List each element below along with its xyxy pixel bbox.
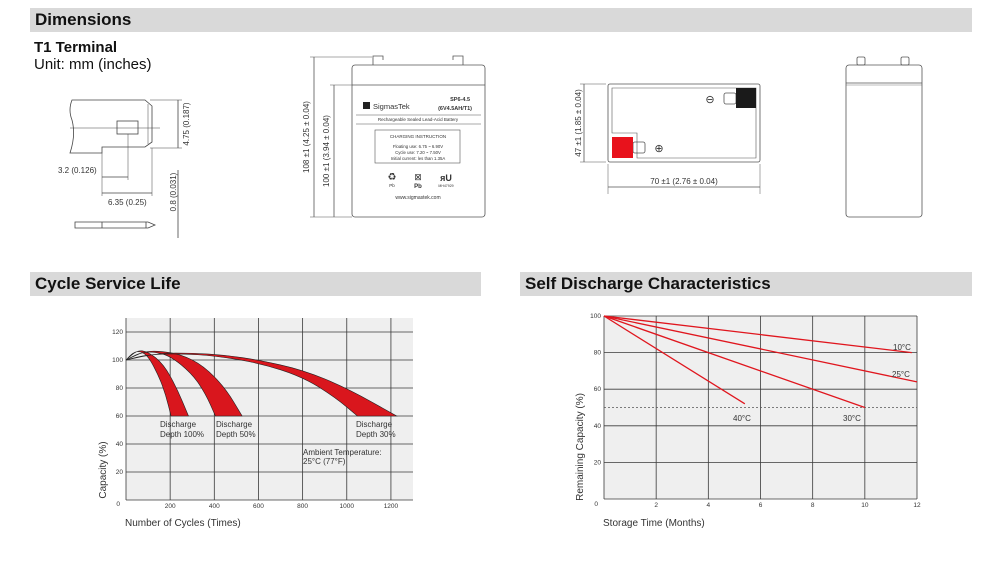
y-tick-label: 100 <box>590 313 601 320</box>
x-axis-title: Storage Time (Months) <box>603 518 705 529</box>
discharge-depth-band <box>125 352 398 417</box>
positive-symbol-icon: ⊕ <box>654 143 663 155</box>
recycle-icon: ♻ <box>388 172 397 183</box>
x-tick-label: 4 <box>707 502 711 509</box>
battery-description: Rechargeable Sealed Lead-Acid Battery <box>378 117 459 122</box>
x-tick-label: 12 <box>913 502 921 509</box>
charging-title: CHARGING INSTRUCTION <box>390 134 446 139</box>
brand-logo-icon <box>363 102 370 109</box>
dim-terminal-height: 4.75 (0.187) <box>182 102 191 145</box>
series-label: Depth 100% <box>160 430 204 439</box>
series-label: 40°C <box>733 414 751 423</box>
series-label: Discharge <box>160 420 197 429</box>
y-tick-label: 120 <box>112 329 123 336</box>
x-tick-label: 10 <box>861 502 869 509</box>
series-line <box>603 315 866 409</box>
website: www.sigmastek.com <box>395 195 440 201</box>
dim-terminal-width: 6.35 (0.25) <box>108 198 147 207</box>
x-tick-label: 800 <box>297 503 308 510</box>
series-label: Depth 50% <box>216 430 256 439</box>
battery-front-view <box>310 55 486 218</box>
self-discharge-chart: 2 4 6 8 10 12 20 40 60 80 100 <box>590 313 921 509</box>
series-label: Depth 30% <box>356 430 396 439</box>
crossed-bin-icon: ⊠ <box>414 172 422 182</box>
charging-line: Cycle use: 7.20 ~ 7.50V <box>395 150 441 155</box>
x-tick-label: 600 <box>253 503 264 510</box>
x-tick-label: 1200 <box>384 503 399 510</box>
section-header-cycle-life: Cycle Service Life <box>30 272 481 296</box>
terminal-diagram <box>69 99 182 238</box>
series-line <box>603 315 746 405</box>
y-tick-label: 60 <box>594 386 602 393</box>
ul-code: MH47929 <box>438 184 453 188</box>
series-label: 10°C <box>893 343 911 352</box>
y-tick-label: 80 <box>594 350 602 357</box>
model-rating: (6V4.5AH/T1) <box>438 106 472 112</box>
y-axis-title: Capacity (%) <box>98 441 109 498</box>
terminal-title: T1 Terminal <box>34 39 118 56</box>
charging-line: Floating use: 6.75 ~ 6.90V <box>393 144 443 149</box>
unit-label: Unit: mm (inches) <box>34 56 152 73</box>
pb-bin-label: Pb <box>414 184 422 190</box>
section-header-self-discharge: Self Discharge Characteristics <box>520 272 972 296</box>
pb-label: Pb <box>389 183 395 188</box>
terminal-hole <box>116 120 139 135</box>
y-tick-label: 20 <box>594 459 602 466</box>
brand-name: SigmasTek <box>373 102 410 111</box>
x-tick-label: 1000 <box>340 503 355 510</box>
cycle-life-chart: 200 400 600 800 1000 1200 20 40 60 80 100 120 <box>112 318 413 510</box>
model-name: SP6-4.5 <box>450 97 470 103</box>
section-header-dimensions: Dimensions <box>30 8 972 32</box>
y-tick-label: 40 <box>116 441 124 448</box>
origin-label: 0 <box>594 501 598 508</box>
charging-line: Initial current: les than 1.35A <box>391 156 446 161</box>
dim-length: 70 ±1 (2.76 ± 0.04) <box>650 177 718 186</box>
series-line <box>603 315 912 354</box>
y-tick-label: 80 <box>116 385 124 392</box>
y-tick-label: 40 <box>594 423 602 430</box>
y-tick-label: 20 <box>116 469 124 476</box>
dim-hole-offset: 3.2 (0.126) <box>58 166 97 175</box>
series-label: 25°C <box>892 370 910 379</box>
y-axis-title: Remaining Capacity (%) <box>575 393 586 501</box>
negative-symbol-icon: ⊖ <box>705 94 714 106</box>
annotation: Ambient Temperature: <box>303 448 382 457</box>
x-axis-title: Number of Cycles (Times) <box>125 518 241 529</box>
origin-label: 0 <box>116 501 120 508</box>
dim-total-height: 108 ±1 (4.25 ± 0.04) <box>302 101 311 173</box>
positive-terminal <box>612 137 633 158</box>
series-label: 30°C <box>843 414 861 423</box>
dim-case-height: 100 ±1 (3.94 ± 0.04) <box>322 115 331 187</box>
dim-terminal-thickness: 0.8 (0.031) <box>169 172 178 211</box>
x-tick-label: 200 <box>165 503 176 510</box>
annotation: 25°C (77°F) <box>303 457 346 466</box>
y-tick-label: 60 <box>116 413 124 420</box>
x-tick-label: 2 <box>654 502 658 509</box>
dim-depth: 47 ±1 (1.85 ± 0.04) <box>574 89 583 157</box>
series-label: Discharge <box>356 420 393 429</box>
series-line <box>603 315 918 383</box>
y-tick-label: 100 <box>112 357 123 364</box>
negative-terminal <box>736 88 756 108</box>
x-tick-label: 8 <box>811 502 815 509</box>
series-label: Discharge <box>216 420 253 429</box>
battery-side-view <box>845 56 923 218</box>
x-tick-label: 400 <box>209 503 220 510</box>
x-tick-label: 6 <box>759 502 763 509</box>
ul-mark-icon: ᴙU <box>440 173 452 183</box>
